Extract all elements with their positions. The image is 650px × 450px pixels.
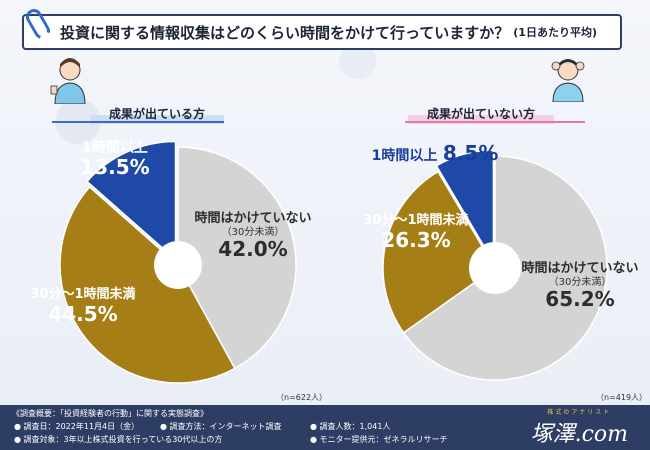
- footer-date: ● 調査日：2022年11月4日（金）: [14, 422, 140, 431]
- pie-slice: [59, 185, 236, 384]
- left-title-underline: [52, 121, 224, 123]
- left-label-none: 時間はかけていない （30分未満） 42.0%: [178, 211, 328, 262]
- right-label-none-name: 時間はかけていない: [521, 261, 639, 276]
- right-label-none-value: 65.2%: [545, 287, 615, 312]
- left-label-over1h-name: 1時間以上: [82, 140, 148, 156]
- footer-title: 《調査概要：「投資経験者の行動」に関する実態調査》: [12, 409, 208, 418]
- title-box: 投資に関する情報収集はどのくらい時間をかけて行っていますか？ (1日あたり平均): [22, 14, 622, 50]
- footer-monitor: ● モニター提供元：ゼネラルリサーチ: [310, 435, 448, 444]
- right-pie: [382, 149, 608, 381]
- left-label-none-value: 42.0%: [218, 237, 288, 262]
- page-title: 投資に関する情報収集はどのくらい時間をかけて行っていますか？: [60, 23, 510, 42]
- brand-tagline: 株式のアナリスト: [547, 409, 612, 416]
- pie-slice: [382, 170, 496, 334]
- person-worried-icon: [551, 59, 585, 102]
- left-label-30to60: 30分〜1時間未満 44.5%: [28, 287, 138, 326]
- right-label-30to60-value: 26.3%: [381, 227, 451, 252]
- donut-hole: [469, 242, 521, 294]
- footer-target: ● 調査対象：3年以上株式投資を行っている30代以上の方: [14, 435, 223, 444]
- person-thumbs-up-icon: [50, 58, 86, 104]
- right-chart-title: 成果が出ていない方: [408, 104, 554, 124]
- left-label-over1h-value: 13.5%: [80, 155, 150, 180]
- right-label-none: 時間はかけていない （30分未満） 65.2%: [520, 261, 640, 312]
- brand-name: 塚澤.com: [530, 422, 628, 447]
- right-label-over1h-value: 8.5%: [442, 141, 499, 165]
- left-label-over1h: 1時間以上 13.5%: [60, 140, 170, 179]
- footer-method: ● 調査方法：インターネット調査: [160, 422, 282, 431]
- left-label-none-sub: （30分未満）: [221, 226, 285, 238]
- left-label-30to60-name: 30分〜1時間未満: [30, 287, 136, 302]
- left-label-30to60-value: 44.5%: [48, 301, 118, 326]
- footer: 《調査概要：「投資経験者の行動」に関する実態調査》 ● 調査日：2022年11月…: [0, 405, 650, 450]
- right-label-30to60-name: 30分〜1時間未満: [363, 213, 469, 228]
- footer-count: ● 調査人数：1,041人: [310, 422, 391, 431]
- pie-slice: [177, 146, 297, 370]
- pie-charts: [59, 140, 608, 384]
- right-label-30to60: 30分〜1時間未満 26.3%: [356, 213, 476, 252]
- pie-slice: [85, 140, 177, 262]
- brand-logo: 株式のアナリスト 塚澤.com: [531, 407, 628, 448]
- left-n-note: （n=622人）: [276, 393, 328, 402]
- pie-slice: [435, 149, 495, 265]
- right-n-note: （n=419人）: [596, 393, 648, 402]
- right-title-underline: [405, 121, 585, 123]
- donut-hole: [154, 241, 202, 289]
- right-label-over1h: 1時間以上 8.5%: [360, 142, 510, 165]
- right-label-none-sub: （30分未満）: [548, 276, 612, 288]
- right-label-over1h-name: 1時間以上: [371, 148, 438, 164]
- left-label-none-name: 時間はかけていない: [194, 211, 312, 226]
- left-chart-title: 成果が出ている方: [90, 104, 224, 124]
- left-pie: [59, 140, 297, 384]
- page-subtitle: (1日あたり平均): [513, 26, 597, 39]
